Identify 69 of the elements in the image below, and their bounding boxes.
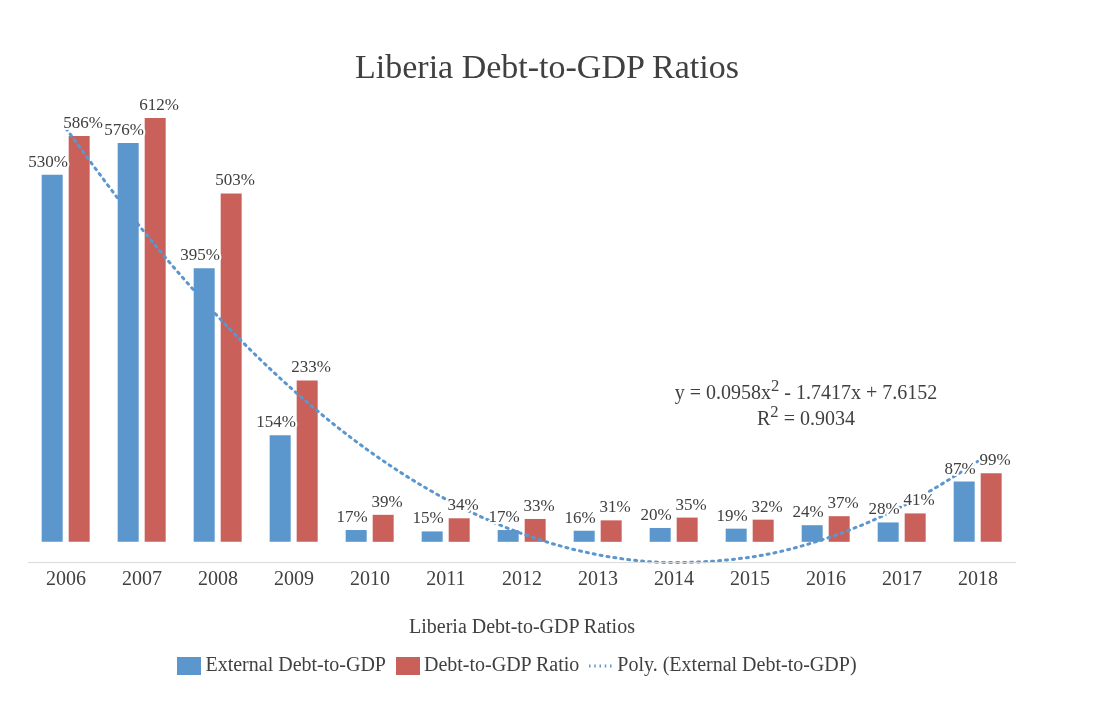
bar — [953, 481, 975, 542]
bar — [676, 517, 698, 542]
bar — [41, 174, 63, 542]
data-label: 586% — [63, 113, 104, 133]
bar — [296, 380, 318, 542]
data-label: 20% — [640, 504, 672, 524]
data-label: 24% — [792, 502, 824, 522]
data-label: 17% — [488, 507, 520, 527]
data-label: 32% — [751, 496, 783, 516]
data-label: 576% — [104, 119, 145, 139]
data-label: 530% — [28, 151, 69, 171]
bar — [117, 142, 139, 542]
data-label: 233% — [291, 357, 332, 377]
data-label: 39% — [371, 491, 403, 511]
data-label: 31% — [599, 497, 631, 517]
bar — [372, 514, 394, 542]
bar — [448, 518, 470, 542]
bar — [877, 522, 899, 542]
bar — [524, 518, 546, 542]
data-label: 35% — [675, 494, 707, 514]
legend-label: External Debt-to-GDP — [205, 652, 386, 675]
bar — [600, 520, 622, 542]
x-tick-label: 2015 — [730, 566, 770, 589]
data-label: 15% — [412, 508, 444, 528]
x-tick-label: 2014 — [654, 566, 694, 589]
bar — [904, 513, 926, 542]
annotation: R$^{2}$ = 0.9034 — [756, 402, 856, 430]
x-axis-title: Liberia Debt-to-GDP Ratios — [409, 614, 636, 637]
x-tick-label: 2013 — [578, 566, 618, 589]
data-label: 37% — [827, 493, 859, 513]
bar — [220, 193, 242, 542]
data-label: 33% — [523, 495, 555, 515]
bar — [68, 136, 90, 542]
data-label: 99% — [979, 450, 1011, 470]
x-tick-label: 2007 — [122, 566, 162, 589]
bar — [725, 528, 747, 542]
data-label: 154% — [256, 412, 297, 432]
annotation: y = 0.0958x$^{2}$ - 1.7417x + 7.6152 — [673, 376, 939, 404]
bar — [421, 531, 443, 542]
x-tick-label: 2017 — [882, 566, 922, 589]
legend-label: Debt-to-GDP Ratio — [423, 652, 580, 675]
data-label: 503% — [215, 170, 256, 190]
x-tick-label: 2011 — [426, 566, 466, 589]
bar — [269, 435, 291, 542]
bar — [193, 268, 215, 542]
x-tick-label: 2010 — [350, 566, 390, 589]
legend-label: Poly. (External Debt-to-GDP) — [617, 652, 857, 675]
bar — [752, 519, 774, 542]
data-label: 28% — [868, 499, 900, 519]
x-tick-label: 2012 — [502, 566, 542, 589]
data-label: 612% — [139, 95, 180, 114]
bar — [980, 473, 1002, 542]
bar — [649, 527, 671, 542]
data-label: 19% — [716, 505, 748, 525]
bar — [144, 118, 166, 542]
bar — [801, 525, 823, 542]
x-tick-label: 2018 — [958, 566, 998, 589]
data-label: 16% — [564, 507, 596, 527]
bar — [345, 530, 367, 542]
data-label: 17% — [336, 507, 368, 527]
bar — [573, 530, 595, 542]
chart-title: Liberia Debt-to-GDP Ratios — [354, 48, 740, 86]
x-tick-label: 2009 — [274, 566, 314, 589]
data-label: 395% — [180, 245, 221, 265]
x-tick-label: 2008 — [198, 566, 238, 589]
bar — [828, 516, 850, 542]
bar — [497, 530, 519, 542]
x-tick-label: 2006 — [46, 566, 86, 589]
x-tick-label: 2016 — [806, 566, 846, 589]
